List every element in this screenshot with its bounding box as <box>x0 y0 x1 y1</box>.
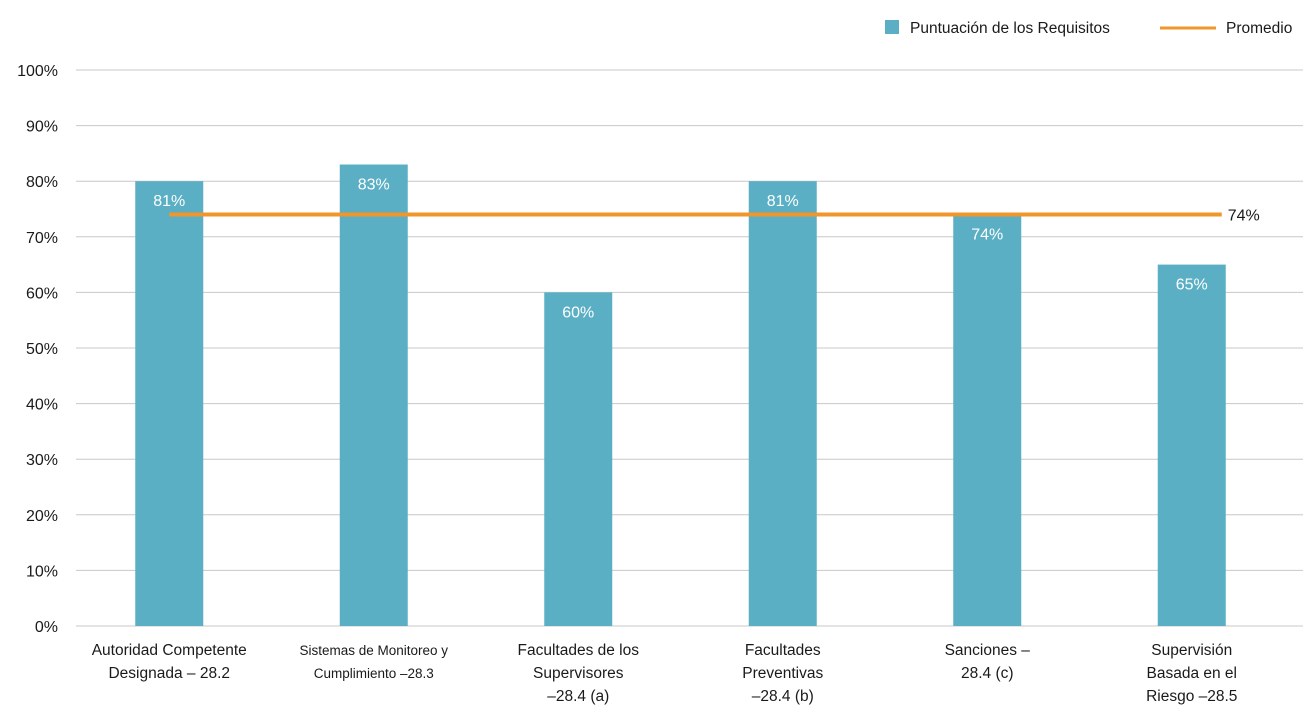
y-axis-ticks: 0% 10% 20% 30% 40% 50% 60% 70% 80% 90% 100% <box>17 63 58 636</box>
x-category-label: Facultades Preventivas –28.4 (b) <box>742 642 823 705</box>
average-line-group: 74% <box>169 208 1260 225</box>
average-label: 74% <box>1228 208 1260 225</box>
y-tick-label: 10% <box>26 563 58 580</box>
legend-label-requisitos: Puntuación de los Requisitos <box>910 20 1110 37</box>
bar <box>953 214 1022 626</box>
bar <box>1157 264 1226 626</box>
y-tick-label: 40% <box>26 397 58 414</box>
bar <box>135 181 204 626</box>
y-tick-label: 30% <box>26 452 58 469</box>
y-tick-label: 0% <box>35 619 58 636</box>
gridlines <box>76 69 1303 627</box>
y-tick-label: 80% <box>26 174 58 191</box>
bar-data-label: 74% <box>971 227 1003 244</box>
y-tick-label: 90% <box>26 119 58 136</box>
y-tick-label: 20% <box>26 508 58 525</box>
y-tick-label: 60% <box>26 285 58 302</box>
bar-data-label: 83% <box>358 177 390 194</box>
bars: 81% 83% 60% 81% 74% 65% <box>135 164 1226 626</box>
x-category-label: Sanciones –28.4 (c) <box>945 642 1031 682</box>
x-category-label: Supervisión Basada en el Riesgo –28.5 <box>1146 642 1237 705</box>
y-tick-label: 50% <box>26 341 58 358</box>
bar-data-label: 81% <box>767 193 799 210</box>
bar <box>748 181 817 626</box>
y-tick-label: 70% <box>26 230 58 247</box>
y-tick-label: 100% <box>17 63 58 80</box>
bar <box>339 164 408 626</box>
x-axis-categories: Autoridad Competente Designada – 28.2 Sist… <box>92 642 1238 705</box>
bar-data-label: 60% <box>562 304 594 321</box>
legend-label-promedio: Promedio <box>1226 20 1292 37</box>
x-category-label: Sistemas de Monitoreo y Cumplimiento –28.… <box>299 643 448 681</box>
legend: Puntuación de los Requisitos Promedio <box>885 20 1292 37</box>
legend-swatch-requisitos <box>885 20 899 34</box>
x-category-label: Autoridad Competente Designada – 28.2 <box>92 642 247 682</box>
x-category-label: Facultades de los Supervisores –28.4 (a) <box>518 642 640 705</box>
bar-data-label: 81% <box>153 193 185 210</box>
bar-data-label: 65% <box>1176 277 1208 294</box>
bar <box>544 292 613 626</box>
